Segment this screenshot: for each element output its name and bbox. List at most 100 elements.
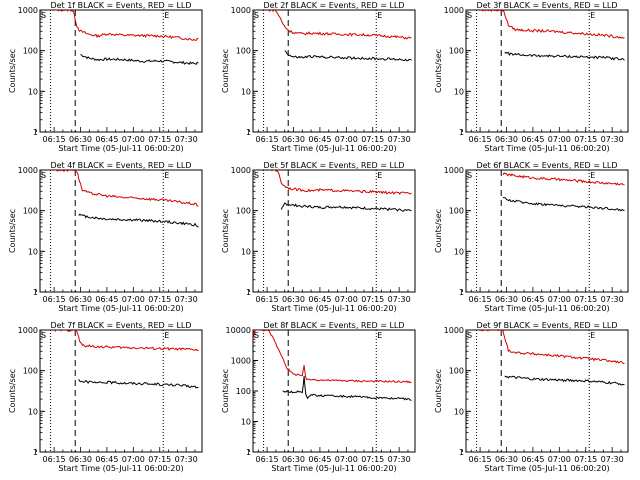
x-tick-label: 07:00 [335,135,358,144]
x-tick-label: 06:30 [282,455,305,464]
x-tick-label: 06:30 [282,135,305,144]
x-tick-label: 06:15 [469,295,492,304]
x-tick-label: 06:45 [308,455,331,464]
chart-svg: Det 1f BLACK = Events, RED = LLD 1 10 100 10… [8,1,203,153]
x-axis-label: Start Time (05-Jul-11 06:00:20) [484,304,609,313]
x-tick-label: 06:30 [69,455,92,464]
series-line-red [480,10,625,39]
y-tick-label: 10 [28,87,38,96]
y-tick-label: 1 [459,128,464,137]
x-tick-label: 06:45 [95,135,118,144]
y-axis-label: Counts/sec [221,369,230,413]
y-axis-label: Counts/sec [8,49,17,93]
chart-title: Det 5f BLACK = Events, RED = LLD [263,161,404,170]
y-tick-label: 1 [246,448,251,457]
y-tick-label: 1000 [231,166,251,175]
x-tick-label: 06:15 [256,455,279,464]
x-tick-label: 07:30 [601,295,624,304]
x-tick-label: 06:15 [256,135,279,144]
y-tick-label: 1 [33,288,38,297]
x-axis-label: Start Time (05-Jul-11 06:00:20) [58,304,183,313]
series-line-red [479,330,625,364]
plot-frame [465,9,629,133]
series-line-black [80,54,199,65]
y-tick-label: 1 [246,288,251,297]
x-tick-label: 07:00 [548,135,571,144]
chart-title: Det 1f BLACK = Events, RED = LLD [50,1,191,10]
y-tick-label: 10 [28,407,38,416]
x-tick-label: 06:15 [256,295,279,304]
end-marker-label: E [377,331,382,340]
x-axis-label: Start Time (05-Jul-11 06:00:20) [484,464,609,473]
y-tick-label: 1 [33,448,38,457]
series-line-black [282,375,412,401]
end-marker-label: E [377,11,382,20]
series-line-black [284,50,412,62]
series-line-red [253,330,412,384]
y-tick-label: 100 [236,47,251,56]
x-tick-label: 06:30 [495,455,518,464]
y-tick-label: 10 [454,247,464,256]
x-tick-label: 06:45 [308,295,331,304]
plot-frame [252,169,416,293]
y-tick-label: 1000 [18,326,38,335]
x-tick-label: 06:15 [43,295,66,304]
x-tick-label: 07:00 [335,295,358,304]
chart-svg: Det 4f BLACK = Events, RED = LLD 1 10 100 10… [8,161,203,313]
series-line-black [504,51,625,61]
y-tick-label: 100 [449,367,464,376]
x-axis-label: Start Time (05-Jul-11 06:00:20) [58,144,183,153]
start-marker-label: S [467,11,472,20]
chart-panel-4: Det 4f BLACK = Events, RED = LLD 1 10 100 10… [0,160,213,320]
x-tick-label: 07:15 [148,135,171,144]
chart-title: Det 9f BLACK = Events, RED = LLD [476,321,617,330]
y-tick-label: 10000 [226,326,251,335]
x-tick-label: 07:15 [361,295,384,304]
chart-panel-2: Det 2f BLACK = Events, RED = LLD 1 10 100 10… [213,0,426,160]
x-tick-label: 06:45 [521,455,544,464]
y-tick-label: 10 [454,87,464,96]
y-tick-label: 1000 [18,6,38,15]
start-marker-label: S [41,331,46,340]
plot-frame [39,329,203,453]
x-tick-label: 07:00 [548,295,571,304]
y-tick-label: 1000 [444,166,464,175]
x-tick-label: 07:15 [148,455,171,464]
x-tick-label: 06:15 [43,455,66,464]
end-marker-label: E [590,11,595,20]
y-axis-label: Counts/sec [434,369,443,413]
series-line-black [503,197,625,212]
x-tick-label: 07:30 [601,135,624,144]
y-tick-label: 100 [23,207,38,216]
end-marker-label: E [164,171,169,180]
x-tick-label: 07:00 [122,455,145,464]
y-tick-label: 100 [23,367,38,376]
chart-panel-5: Det 5f BLACK = Events, RED = LLD 1 10 100 10… [213,160,426,320]
chart-svg: Det 6f BLACK = Events, RED = LLD 1 10 100 10… [434,161,629,313]
chart-title: Det 8f BLACK = Events, RED = LLD [263,321,404,330]
y-tick-label: 10 [241,87,251,96]
x-axis-label: Start Time (05-Jul-11 06:00:20) [484,144,609,153]
x-tick-label: 07:30 [601,455,624,464]
chart-panel-9: Det 9f BLACK = Events, RED = LLD 1 10 100 10… [426,320,639,480]
y-axis-label: Counts/sec [8,369,17,413]
x-tick-label: 07:30 [175,135,198,144]
series-line-red [267,10,412,40]
start-marker-label: S [41,171,46,180]
x-tick-label: 07:15 [361,135,384,144]
chart-title: Det 3f BLACK = Events, RED = LLD [476,1,617,10]
y-tick-label: 1000 [231,6,251,15]
x-tick-label: 06:45 [308,135,331,144]
end-marker-label: E [164,11,169,20]
y-tick-label: 100 [236,207,251,216]
y-tick-label: 10 [241,418,251,427]
chart-panel-1: Det 1f BLACK = Events, RED = LLD 1 10 100 10… [0,0,213,160]
series-line-red [53,170,199,207]
x-tick-label: 06:45 [95,455,118,464]
x-axis-label: Start Time (05-Jul-11 06:00:20) [271,304,396,313]
series-line-red [54,330,199,352]
plot-frame [252,329,416,453]
series-line-black [504,375,625,386]
x-tick-label: 06:45 [521,295,544,304]
start-marker-label: S [467,331,472,340]
